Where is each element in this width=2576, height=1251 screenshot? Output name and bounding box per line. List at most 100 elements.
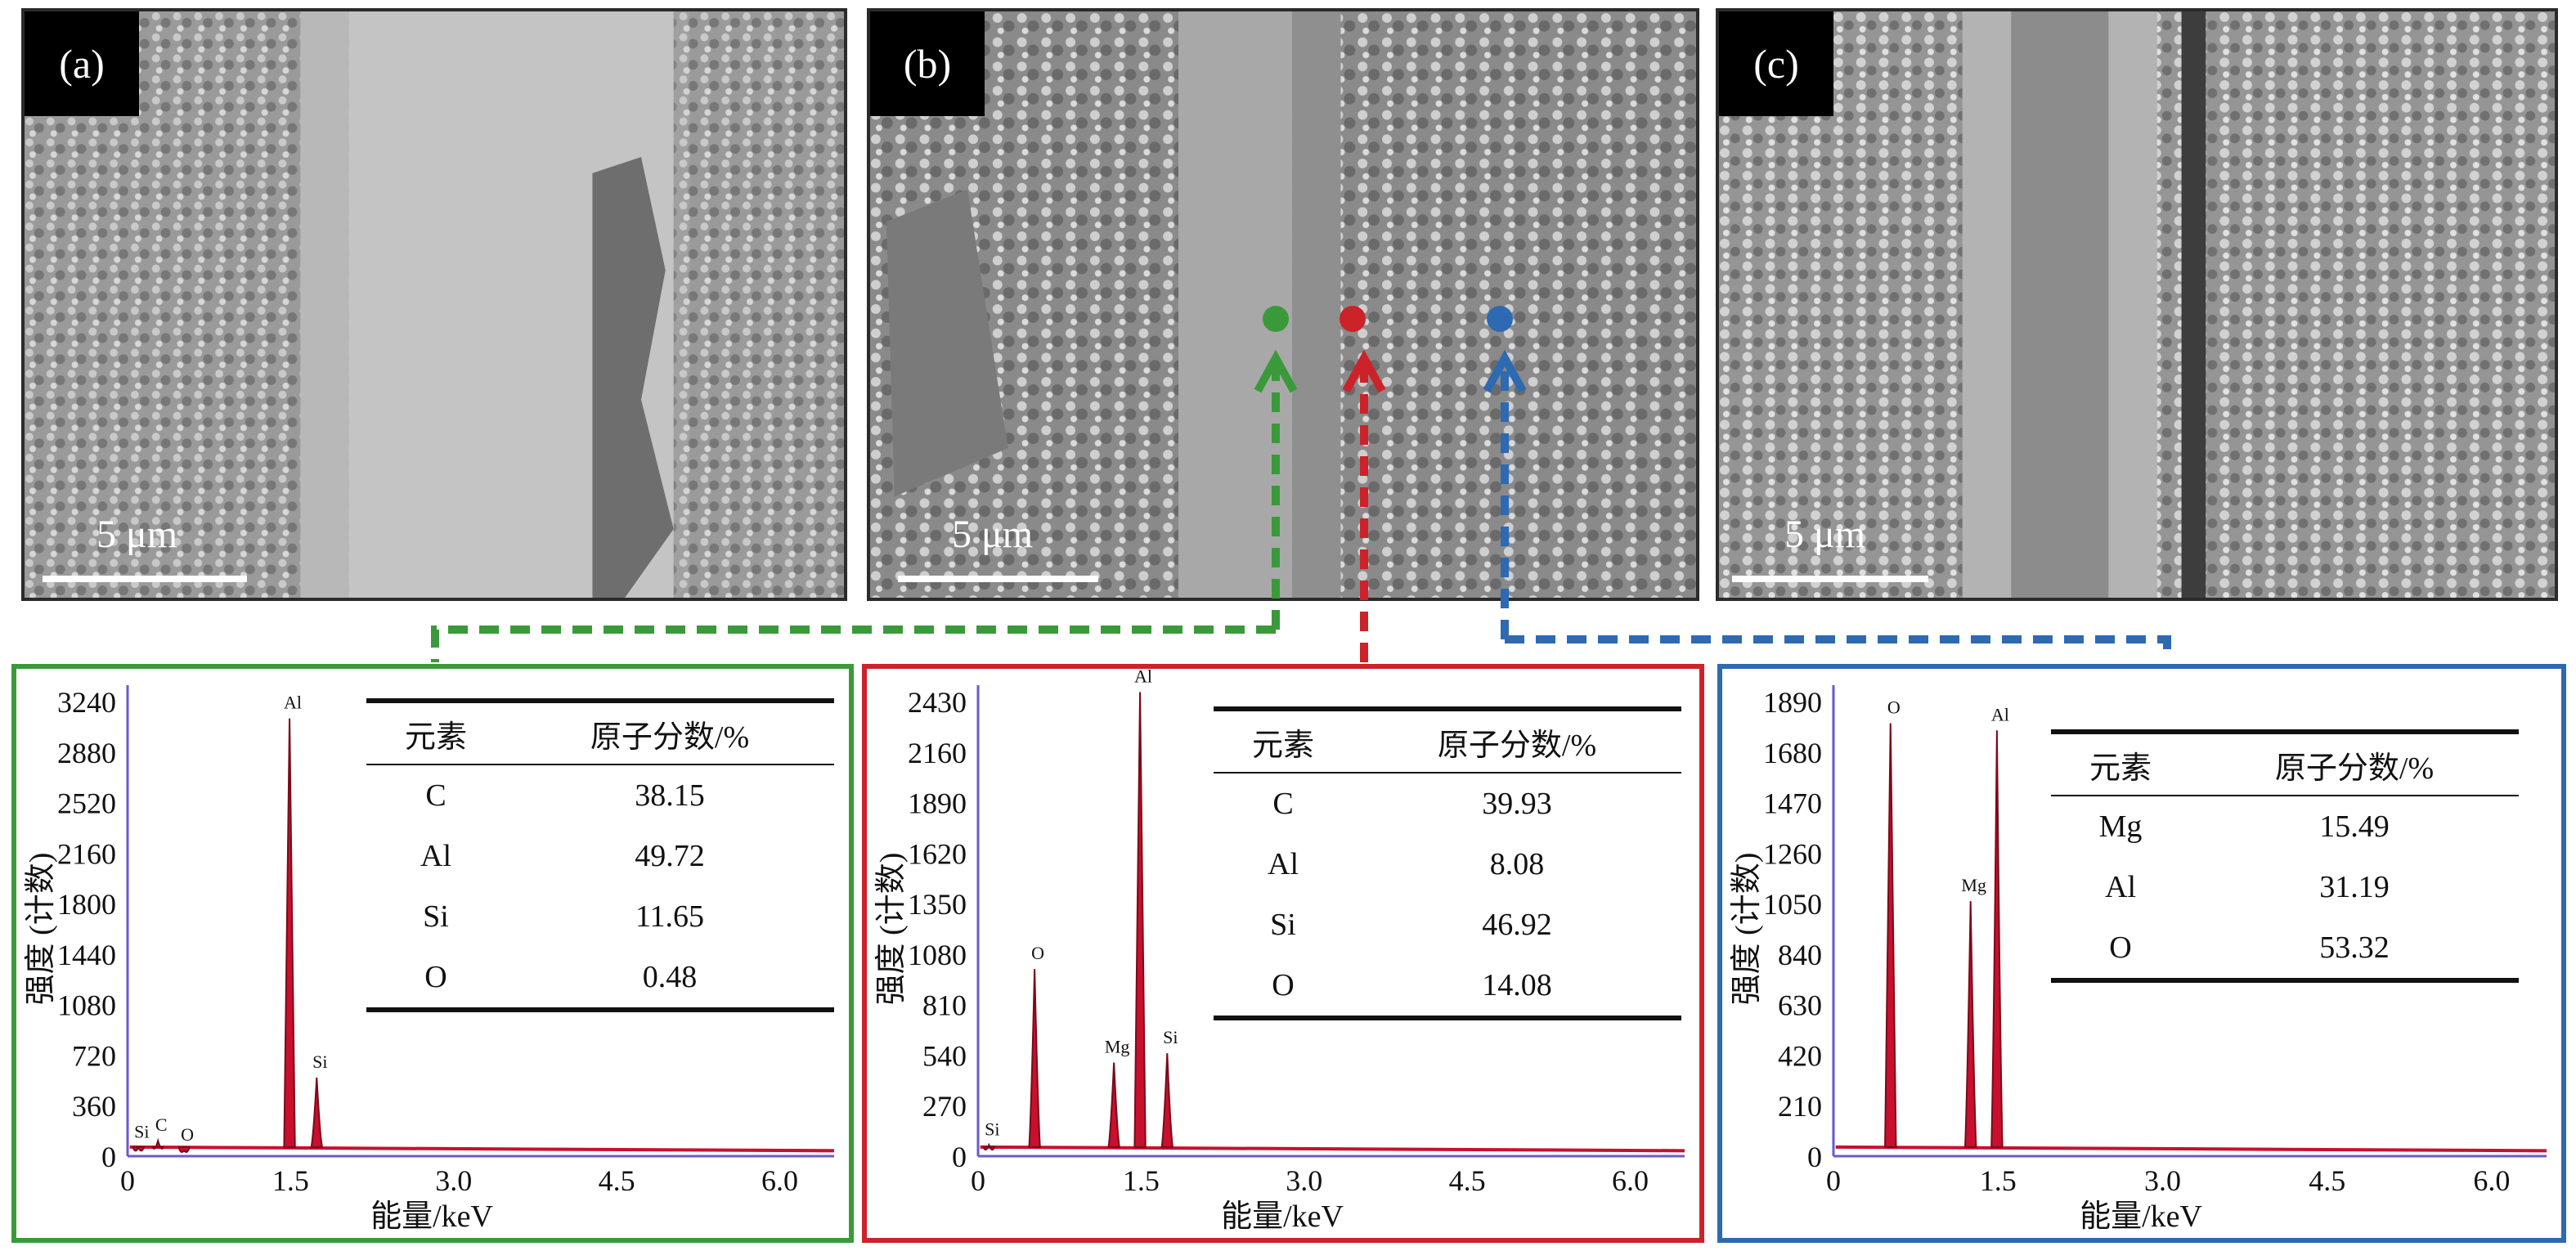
peak-label: Al bbox=[1991, 704, 2009, 724]
x-axis-label: 能量/keV bbox=[370, 1199, 493, 1234]
eds-spectrum-chart-2: 2430 2160 1890 1620 1350 1080 810 540 270 00 1.5 3.… bbox=[874, 669, 1685, 1234]
composition-table-3: 元素 原子分数/% Mg 15.49 Al 31.19 O 53.32 bbox=[2051, 729, 2519, 983]
y-tick-label: 1350 bbox=[908, 888, 967, 921]
x-tick-label: 4.5 bbox=[2309, 1164, 2345, 1197]
x-tick-label: 6.0 bbox=[2473, 1164, 2510, 1197]
spectrum-peak bbox=[132, 1146, 146, 1152]
spectrum-peak bbox=[1884, 723, 1897, 1148]
table-row: O 53.32 bbox=[2109, 930, 2390, 965]
y-tick-label: 1800 bbox=[57, 888, 116, 921]
table-row: Si 11.65 bbox=[423, 899, 705, 934]
peak-label: Al bbox=[284, 693, 302, 713]
table-row: Al 49.72 bbox=[420, 839, 705, 873]
peak-label: Mg bbox=[1961, 875, 1986, 895]
peak-label: O bbox=[1887, 697, 1901, 717]
scale-bar-b bbox=[898, 576, 1098, 582]
y-tick-label: 540 bbox=[922, 1039, 967, 1072]
y-tick-label: 1080 bbox=[908, 939, 967, 971]
table-row: O 0.48 bbox=[424, 960, 698, 994]
x-tick-label: 3.0 bbox=[1286, 1164, 1322, 1197]
sem-micrograph-c bbox=[1719, 11, 2555, 598]
peak-label: O bbox=[1031, 943, 1044, 963]
y-tick-label: 0 bbox=[1807, 1141, 1822, 1173]
scale-label-b: 5 μm bbox=[952, 513, 1034, 556]
spectrum-peak bbox=[1160, 1053, 1174, 1148]
spectrum-peak bbox=[1963, 901, 1977, 1148]
spectrum-baseline bbox=[1835, 1145, 2547, 1153]
eds-spectrum-chart-3: 1890 1680 1470 1260 1050 840 630 420 210 00 1.5 3.0… bbox=[1730, 685, 2547, 1234]
x-tick-label: 0 bbox=[971, 1164, 985, 1197]
x-tick-label: 1.5 bbox=[272, 1164, 309, 1197]
y-tick-label: 2520 bbox=[57, 787, 116, 820]
spectrum-peak bbox=[283, 718, 296, 1148]
peak-label: Mg bbox=[1105, 1037, 1130, 1057]
y-tick-label: 2160 bbox=[908, 737, 967, 769]
y-tick-label: 720 bbox=[72, 1039, 116, 1072]
y-tick-label: 1890 bbox=[908, 787, 967, 820]
y-tick-label: 2430 bbox=[908, 686, 967, 719]
peak-label: Si bbox=[134, 1122, 149, 1142]
y-tick-label: 1050 bbox=[1763, 888, 1822, 921]
spectrum-peak bbox=[310, 1077, 324, 1148]
x-axis-label: 能量/keV bbox=[1221, 1199, 1344, 1234]
x-tick-label: 3.0 bbox=[435, 1164, 472, 1197]
y-axis-label: 强度 (计数) bbox=[1730, 853, 1764, 1006]
eds-panel-red: 2430 2160 1890 1620 1350 1080 810 540 270 0 0 1.5 3.… bbox=[862, 664, 1704, 1243]
eds-panel-green: 3240 2880 2520 2160 1800 1440 1080 720 360 0 0 1.5 3… bbox=[11, 664, 854, 1243]
table-header-element: 元素 bbox=[2089, 751, 2152, 786]
scale-label-a: 5 μm bbox=[96, 513, 178, 556]
composition-table-1: 元素 原子分数/% C 38.15 Al 49.72 Si 11.65 O 0.48 bbox=[366, 698, 834, 1012]
scale-label-c: 5 μm bbox=[1784, 513, 1866, 556]
peak-label: Al bbox=[1134, 669, 1152, 687]
y-tick-label: 210 bbox=[1778, 1090, 1822, 1123]
y-tick-label: 1080 bbox=[57, 989, 116, 1022]
scale-bar-a bbox=[43, 576, 247, 582]
sem-micrograph-b bbox=[870, 11, 1696, 598]
table-row: C 39.93 bbox=[1272, 787, 1552, 821]
y-tick-label: 0 bbox=[952, 1141, 967, 1173]
x-axis-label: 能量/keV bbox=[2080, 1199, 2202, 1234]
panel-label-c: (c) bbox=[1719, 11, 1833, 116]
table-header-row: 元素 原子分数/% bbox=[2051, 734, 2519, 795]
spectrum-baseline bbox=[980, 1145, 1685, 1153]
table-row: C 38.15 bbox=[425, 778, 705, 813]
spectrum-peak bbox=[177, 1146, 191, 1153]
y-tick-label: 0 bbox=[101, 1141, 116, 1173]
y-tick-label: 3240 bbox=[57, 686, 116, 719]
y-tick-label: 810 bbox=[922, 989, 967, 1022]
table-row: Al 31.19 bbox=[2105, 870, 2390, 904]
eds-panel-blue: 1890 1680 1470 1260 1050 840 630 420 210 0 0 1.5 3.0… bbox=[1717, 664, 2566, 1243]
composition-table-2: 元素 原子分数/% C 39.93 Al 8.08 Si 46.92 O 14.08 bbox=[1214, 706, 1681, 1020]
eds-spectrum-chart-1: 3240 2880 2520 2160 1800 1440 1080 720 360 00 1.5 3… bbox=[24, 685, 835, 1234]
scale-bar-c bbox=[1732, 576, 1928, 582]
table-header-fraction: 原子分数/% bbox=[1437, 728, 1597, 763]
spectrum-peak bbox=[151, 1137, 165, 1150]
y-tick-label: 630 bbox=[1778, 989, 1822, 1022]
x-tick-label: 3.0 bbox=[2144, 1164, 2181, 1197]
y-tick-label: 2880 bbox=[57, 737, 116, 769]
y-tick-label: 1470 bbox=[1763, 787, 1822, 820]
peak-label: O bbox=[181, 1124, 194, 1145]
spectrum-peak bbox=[982, 1142, 996, 1151]
x-tick-label: 6.0 bbox=[761, 1164, 798, 1197]
spectrum-peak bbox=[1990, 730, 2004, 1148]
sem-image-c: (c) 5 μm bbox=[1716, 8, 2558, 601]
sem-image-a: (a) 5 μm bbox=[21, 8, 847, 601]
y-axis-label: 强度 (计数) bbox=[24, 853, 58, 1006]
spectrum-peak bbox=[1133, 692, 1147, 1148]
peak-label: C bbox=[155, 1114, 168, 1135]
table-header-element: 元素 bbox=[1251, 728, 1314, 763]
table-header-element: 元素 bbox=[404, 720, 467, 755]
spectrum-peak bbox=[1107, 1062, 1120, 1148]
y-tick-label: 360 bbox=[72, 1090, 116, 1123]
y-tick-label: 1680 bbox=[1763, 737, 1822, 769]
y-tick-label: 2160 bbox=[57, 837, 116, 870]
y-tick-label: 1260 bbox=[1763, 837, 1822, 870]
x-tick-label: 0 bbox=[120, 1164, 135, 1197]
sem-micrograph-a bbox=[25, 11, 844, 598]
peak-label: Si bbox=[1163, 1027, 1178, 1047]
y-tick-label: 420 bbox=[1778, 1039, 1822, 1072]
peak-label: Si bbox=[985, 1119, 999, 1139]
x-tick-label: 1.5 bbox=[1123, 1164, 1160, 1197]
table-row: Si 46.92 bbox=[1270, 908, 1552, 942]
